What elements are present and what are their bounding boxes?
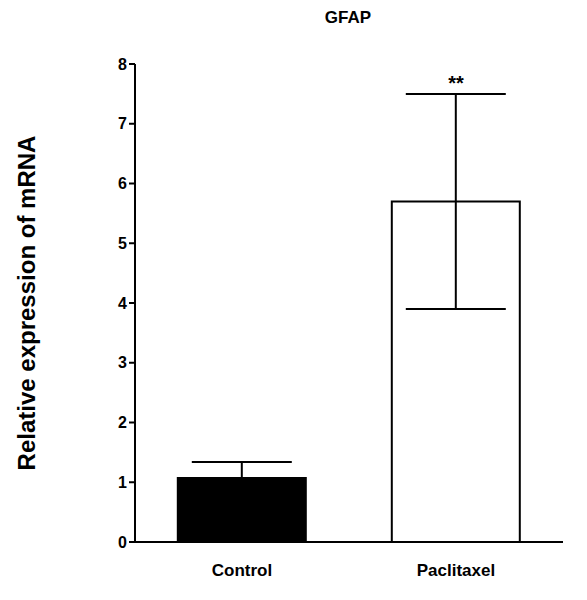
svg-text:4: 4 [118, 295, 127, 312]
svg-text:7: 7 [118, 115, 127, 132]
svg-text:5: 5 [118, 235, 127, 252]
svg-text:Paclitaxel: Paclitaxel [417, 561, 495, 580]
svg-text:6: 6 [118, 175, 127, 192]
svg-text:Relative expression of mRNA: Relative expression of mRNA [13, 136, 40, 471]
svg-text:**: ** [448, 72, 464, 94]
svg-text:1: 1 [118, 474, 127, 491]
svg-text:2: 2 [118, 414, 127, 431]
svg-text:Control: Control [212, 561, 272, 580]
html-text:GFAP: GFAP [324, 8, 372, 27]
svg-text:3: 3 [118, 354, 127, 371]
svg-text:0: 0 [118, 534, 127, 551]
svg-text:8: 8 [118, 56, 127, 73]
